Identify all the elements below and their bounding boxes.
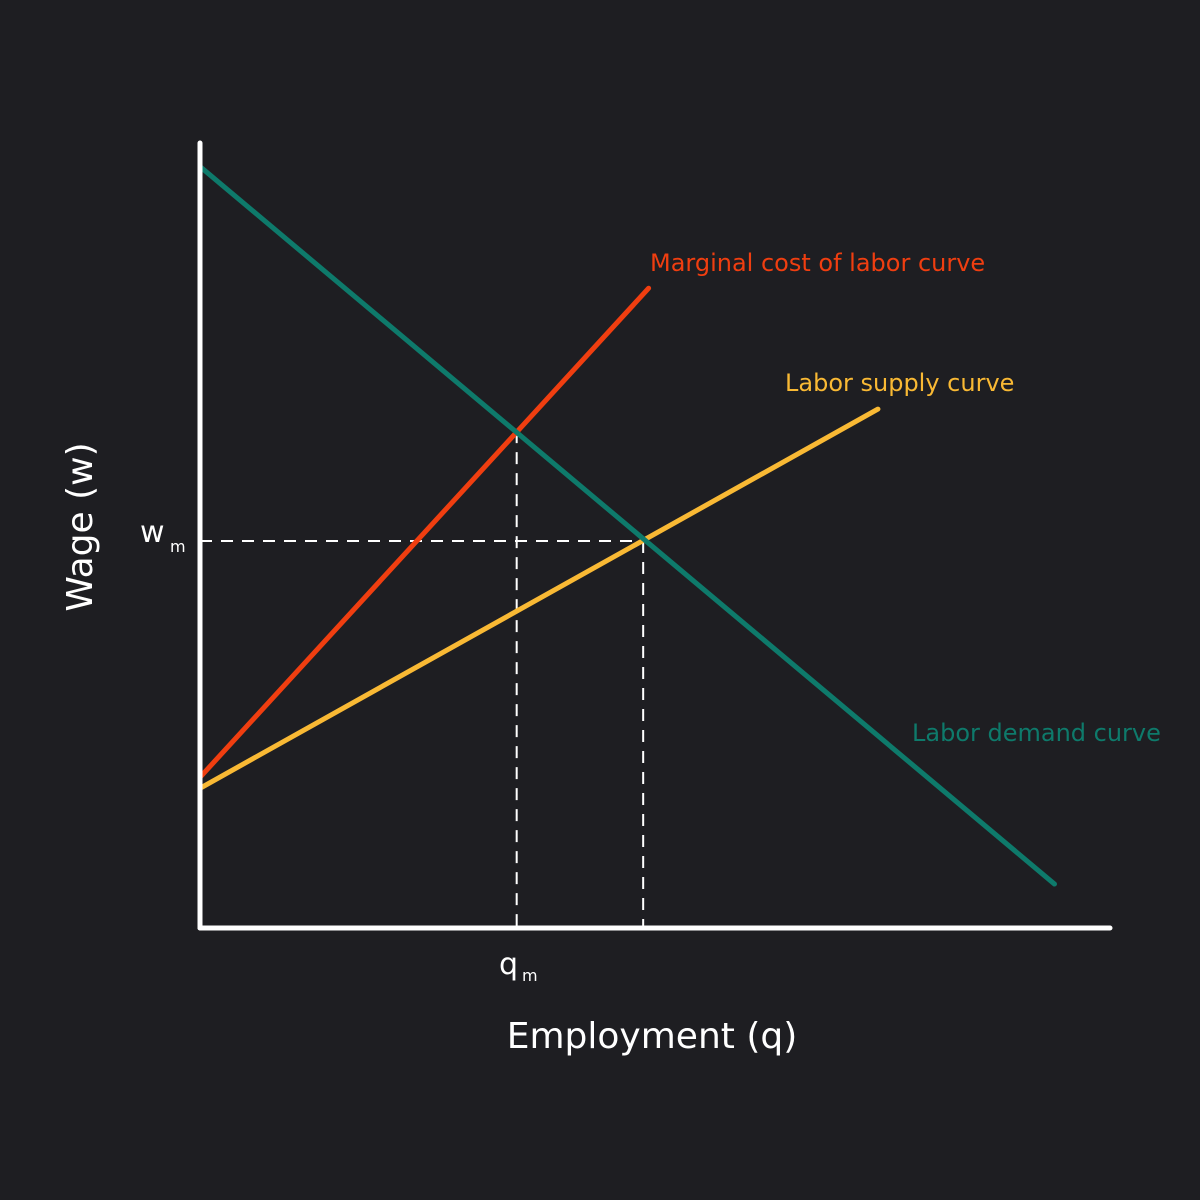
curve-label-mcl: Marginal cost of labor curve xyxy=(650,249,985,277)
axes xyxy=(197,140,1113,931)
curves xyxy=(197,164,1057,887)
series-line-demand xyxy=(197,164,1057,887)
x-tick-main: q xyxy=(499,947,518,982)
curve-label-supply: Labor supply curve xyxy=(785,369,1014,397)
x-tick-sub: m xyxy=(522,966,538,985)
x-tick-label: q m xyxy=(499,947,538,985)
y-axis-title: Wage (w) xyxy=(60,442,101,611)
guide-lines xyxy=(200,431,645,928)
x-axis-title: Employment (q) xyxy=(507,1016,798,1057)
y-tick-sub: m xyxy=(170,537,186,556)
y-tick-main: w xyxy=(140,515,165,550)
series-line-mcl xyxy=(197,285,652,780)
y-tick-label: w m xyxy=(140,515,186,556)
series-line-supply xyxy=(197,406,881,791)
curve-label-demand: Labor demand curve xyxy=(912,719,1161,747)
